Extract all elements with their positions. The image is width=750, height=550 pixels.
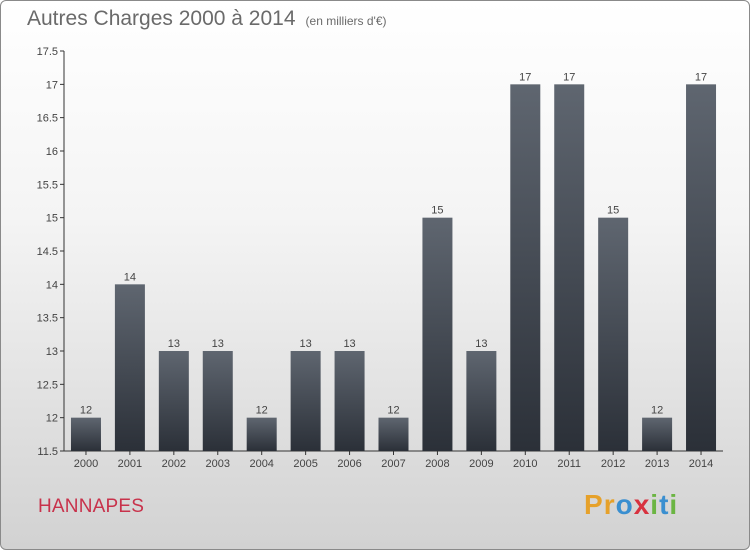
y-tick-label: 13 bbox=[46, 346, 58, 358]
x-tick-label: 2009 bbox=[469, 458, 493, 470]
x-tick-label: 2006 bbox=[337, 458, 361, 470]
bar bbox=[466, 351, 497, 451]
bar bbox=[246, 417, 277, 451]
bar bbox=[334, 351, 365, 451]
bar bbox=[70, 417, 101, 451]
y-tick-label: 12.5 bbox=[37, 379, 58, 391]
bar-value-label: 17 bbox=[695, 71, 707, 83]
bar-value-label: 13 bbox=[343, 338, 355, 350]
proxiti-logo: Proxiti bbox=[584, 489, 678, 521]
y-tick-label: 14.5 bbox=[37, 246, 58, 258]
x-tick-label: 2014 bbox=[689, 458, 713, 470]
bar-value-label: 12 bbox=[387, 405, 399, 417]
bar bbox=[422, 217, 453, 451]
bar-value-label: 17 bbox=[519, 71, 531, 83]
chart-title-text: Autres Charges 2000 à 2014 bbox=[27, 7, 296, 30]
bar-value-label: 14 bbox=[124, 271, 136, 283]
x-tick-label: 2000 bbox=[74, 458, 98, 470]
bar-value-label: 17 bbox=[563, 71, 575, 83]
x-tick-label: 2002 bbox=[162, 458, 186, 470]
bar-value-label: 13 bbox=[168, 338, 180, 350]
bar bbox=[158, 351, 189, 451]
logo-letter: x bbox=[633, 489, 651, 520]
bar-value-label: 12 bbox=[651, 405, 663, 417]
logo-letter: r bbox=[603, 489, 616, 520]
x-tick-label: 2013 bbox=[645, 458, 669, 470]
x-tick-label: 2012 bbox=[601, 458, 625, 470]
bar-value-label: 13 bbox=[475, 338, 487, 350]
bar-value-label: 13 bbox=[300, 338, 312, 350]
y-tick-label: 15.5 bbox=[37, 179, 58, 191]
logo-letter: o bbox=[615, 489, 634, 520]
x-tick-label: 2004 bbox=[249, 458, 273, 470]
bar bbox=[378, 417, 409, 451]
bar bbox=[202, 351, 233, 451]
bar-value-label: 15 bbox=[431, 205, 443, 217]
logo-letter: t bbox=[659, 489, 670, 520]
y-tick-label: 17 bbox=[46, 79, 58, 91]
bar bbox=[598, 217, 629, 451]
x-tick-label: 2003 bbox=[206, 458, 230, 470]
x-tick-label: 2001 bbox=[118, 458, 142, 470]
y-tick-label: 15 bbox=[46, 213, 58, 225]
bar bbox=[642, 417, 673, 451]
bar-value-label: 12 bbox=[256, 405, 268, 417]
y-tick-label: 16.5 bbox=[37, 113, 58, 125]
x-tick-label: 2007 bbox=[381, 458, 405, 470]
x-tick-label: 2011 bbox=[557, 458, 581, 470]
y-tick-label: 17.5 bbox=[37, 46, 58, 58]
bar-value-label: 15 bbox=[607, 205, 619, 217]
bar-value-label: 13 bbox=[212, 338, 224, 350]
y-tick-label: 14 bbox=[46, 279, 58, 291]
x-tick-label: 2010 bbox=[513, 458, 537, 470]
bar bbox=[510, 84, 541, 451]
logo-letter: i bbox=[669, 489, 679, 520]
chart-title: Autres Charges 2000 à 2014 (en milliers d… bbox=[27, 7, 387, 31]
y-tick-label: 12 bbox=[46, 413, 58, 425]
commune-name: HANNAPES bbox=[38, 496, 145, 517]
bar bbox=[686, 84, 717, 451]
bar-value-label: 12 bbox=[80, 405, 92, 417]
y-tick-label: 11.5 bbox=[37, 446, 58, 458]
x-tick-label: 2008 bbox=[425, 458, 449, 470]
y-tick-label: 13.5 bbox=[37, 313, 58, 325]
chart-subtitle: (en milliers d'€) bbox=[305, 14, 387, 28]
logo-letter: i bbox=[650, 489, 660, 520]
bar bbox=[290, 351, 321, 451]
y-tick-label: 16 bbox=[46, 146, 58, 158]
bar bbox=[114, 284, 145, 451]
bar bbox=[554, 84, 585, 451]
logo-letter: P bbox=[584, 489, 604, 520]
x-tick-label: 2005 bbox=[293, 458, 317, 470]
